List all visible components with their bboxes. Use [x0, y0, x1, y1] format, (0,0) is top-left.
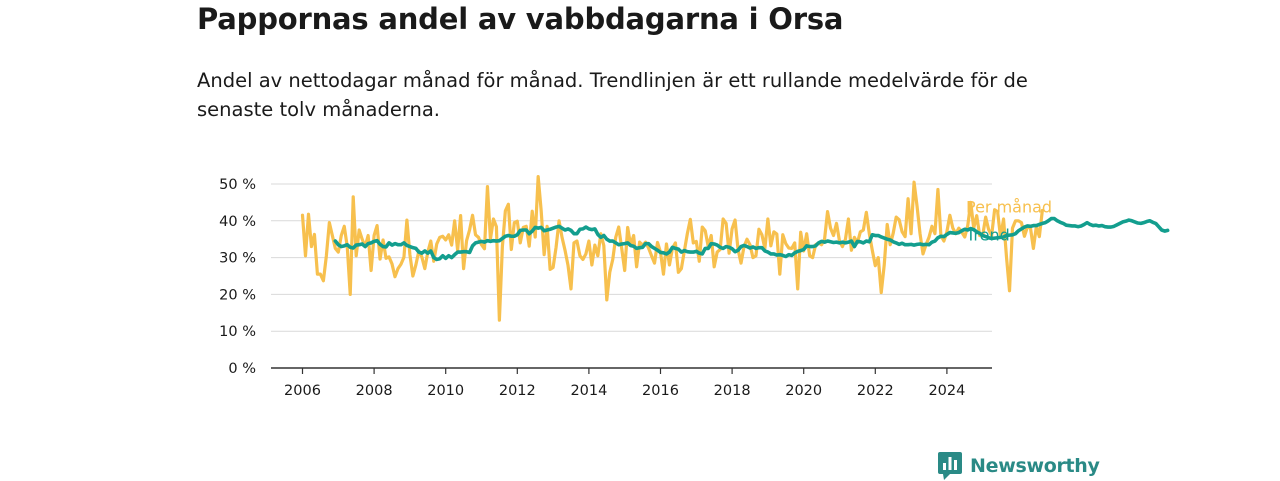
x-tick-label: 2006	[284, 383, 321, 399]
chart-subtitle: Andel av nettodagar månad för månad. Tre…	[197, 69, 1028, 121]
newsworthy-logo[interactable]: Newsworthy	[938, 451, 1100, 481]
series-lines	[300, 175, 1170, 322]
x-tick-label: 2008	[356, 383, 393, 399]
x-tick-label: 2016	[642, 383, 679, 399]
legend: Per månad Trend	[965, 197, 1052, 244]
x-tick-label: 2020	[785, 383, 822, 399]
page-title: Pappornas andel av vabbdagarna i Orsa	[197, 2, 844, 36]
y-axis: 0 % 10 % 20 % 30 % 40 % 50 %	[219, 177, 256, 377]
x-tick-label: 2024	[928, 383, 965, 399]
x-tick-label: 2014	[570, 383, 607, 399]
y-tick-label: 50 %	[219, 177, 256, 193]
y-tick-label: 0 %	[228, 361, 256, 377]
grid-lines	[271, 183, 992, 332]
series-label-trend: Trend	[965, 225, 1010, 244]
y-tick-label: 20 %	[219, 287, 256, 303]
series-label-per-manad: Per månad	[966, 197, 1052, 216]
x-tick-label: 2010	[427, 383, 464, 399]
y-tick-label: 10 %	[219, 324, 256, 340]
bar-chart-logo-icon	[938, 452, 962, 480]
x-tick-label: 2018	[714, 383, 751, 399]
y-tick-label: 30 %	[219, 251, 256, 267]
brand-name: Newsworthy	[970, 455, 1100, 477]
series-line-trend	[333, 216, 1170, 262]
x-tick-label: 2012	[499, 383, 536, 399]
y-tick-label: 40 %	[219, 214, 256, 230]
x-axis: 2006 2008 2010 2012 2014 2016 2018 2020 2022 2024	[271, 367, 992, 399]
x-tick-label: 2022	[857, 383, 894, 399]
